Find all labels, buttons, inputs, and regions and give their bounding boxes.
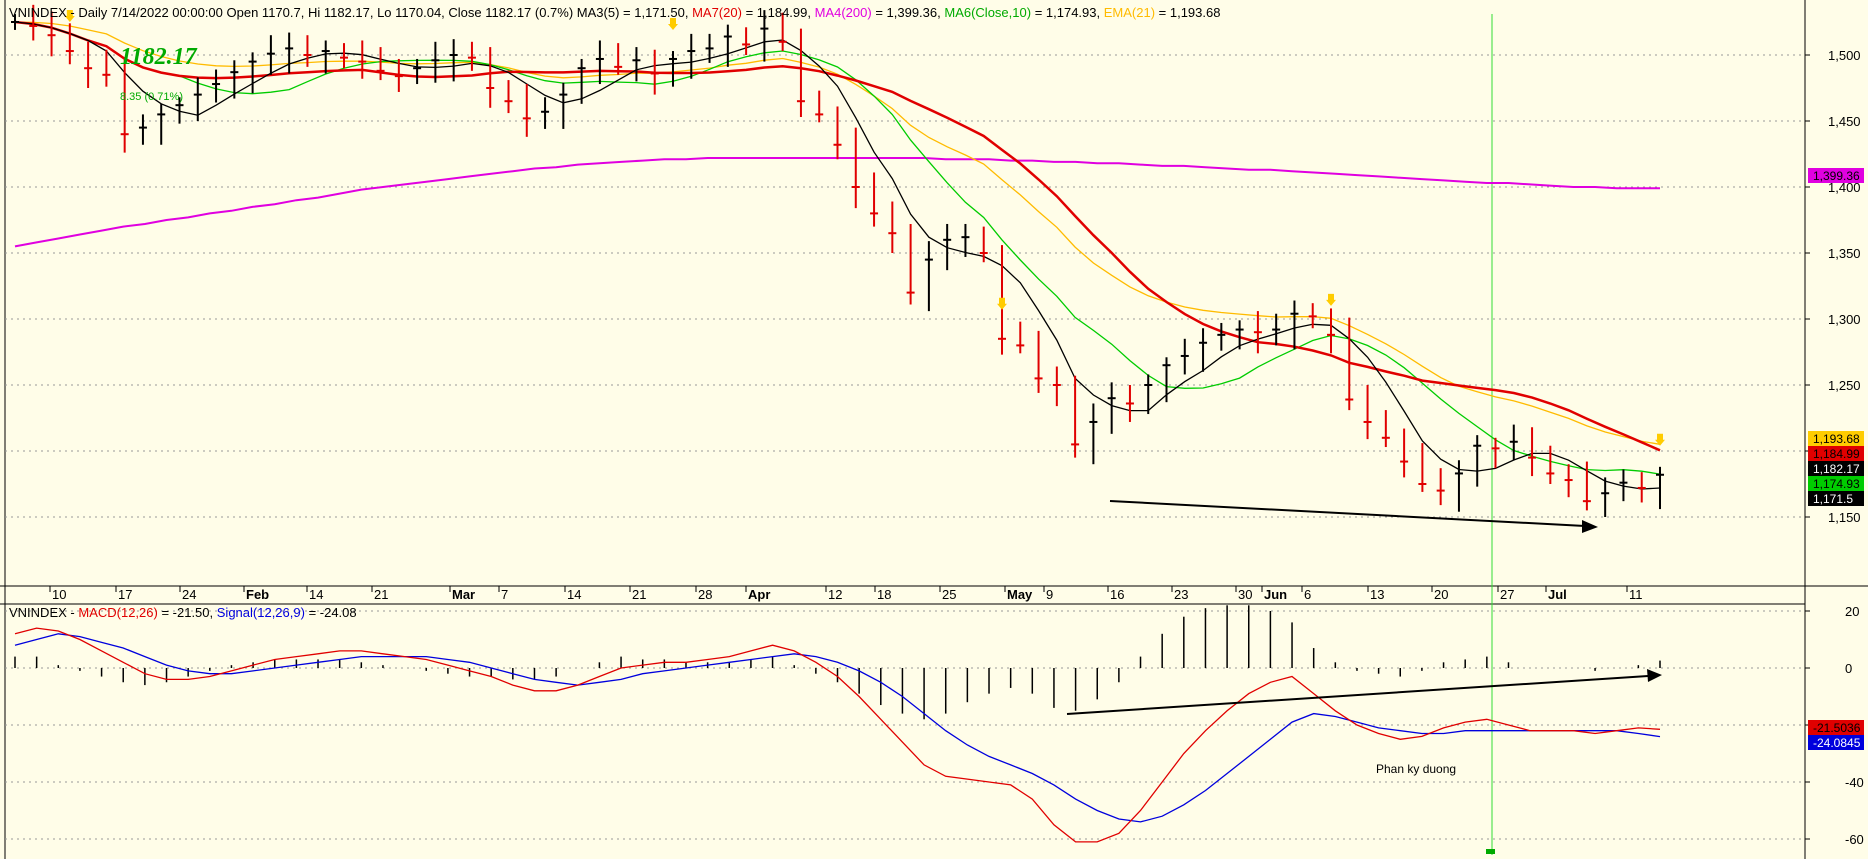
signal-path [14, 633, 1661, 823]
value-tag: -21.5036 [1813, 721, 1861, 735]
ma6-path [14, 21, 1661, 475]
value-tag: 1,399.36 [1813, 169, 1860, 183]
date-axis-tick: 9 [1046, 587, 1053, 602]
date-axis-tick: 6 [1304, 587, 1311, 602]
date-axis-tick: Jul [1548, 587, 1567, 602]
value-tag-bg [1808, 476, 1864, 491]
date-axis-tick: Jun [1264, 587, 1287, 602]
change-label: 8.35 (0.71%) [120, 91, 183, 103]
date-axis-tick: 7 [501, 587, 508, 602]
price-bars [11, 4, 1664, 517]
date-axis-tick: 21 [632, 587, 646, 602]
value-tag-bg [1808, 735, 1864, 750]
date-axis-tick: 16 [1110, 587, 1124, 602]
macd-header: VNINDEX - MACD(12,26) = -21.50, Signal(1… [9, 605, 357, 620]
price-divergence-arrow [1109, 500, 1598, 533]
date-axis-tick: 12 [828, 587, 842, 602]
price-axis-tick: 1,450 [1828, 114, 1861, 129]
value-tag-bg [1808, 720, 1864, 735]
date-axis-tick: 11 [1629, 587, 1643, 602]
vertical-marker-foot [1486, 849, 1495, 854]
price-axis-tick: 1,400 [1828, 180, 1861, 195]
date-axis-tick: 14 [309, 587, 323, 602]
date-axis-tick: Mar [452, 587, 475, 602]
value-tag: 1,171.5 [1813, 492, 1853, 506]
value-tag: 1,182.17 [1813, 462, 1860, 476]
macd-line [14, 627, 1661, 843]
date-axis-tick: 14 [567, 587, 581, 602]
divergence-annotation: Phan ky duong [1376, 762, 1456, 776]
date-axis-tick: Apr [748, 587, 770, 602]
big-price-label: 1182.17 [120, 44, 198, 70]
value-tag: 1,193.68 [1813, 432, 1860, 446]
date-axis-tick: May [1007, 587, 1033, 602]
ma6-line [14, 21, 1661, 475]
macd-histogram [14, 605, 1661, 720]
date-axis-tick: 20 [1434, 587, 1448, 602]
macd-divergence-arrow [1066, 669, 1662, 715]
macd-axis-tick: 0 [1845, 661, 1852, 676]
signal-arrow [1655, 433, 1665, 446]
value-tag-bg [1808, 168, 1864, 183]
date-axis-tick: 17 [118, 587, 132, 602]
macd-axis-tick: 20 [1845, 604, 1859, 619]
price-axis-tick: 1,300 [1828, 312, 1861, 327]
date-axis-tick: 27 [1500, 587, 1514, 602]
signal-arrows [64, 10, 1665, 446]
value-tag-bg [1808, 446, 1864, 461]
signal-arrow [668, 17, 678, 30]
signal-arrow [1326, 293, 1336, 306]
date-axis-tick: 21 [374, 587, 388, 602]
date-axis-tick: 24 [182, 587, 196, 602]
macd-axis-tick: -60 [1845, 832, 1864, 847]
price-axis-tick: 1,250 [1828, 378, 1861, 393]
macd-axis-tick: -40 [1845, 775, 1864, 790]
macd-grid [5, 610, 1805, 840]
date-axis-tick: 10 [52, 587, 66, 602]
price-axis-tick: 1,350 [1828, 246, 1861, 261]
price-axis-tick: 1,150 [1828, 510, 1861, 525]
value-tag: 1,184.99 [1813, 447, 1860, 461]
date-axis-tick: 13 [1370, 587, 1384, 602]
signal-arrow [64, 10, 75, 23]
value-tag-bg [1808, 491, 1864, 506]
date-axis-tick: 25 [942, 587, 956, 602]
price-header: VNINDEX - Daily 7/14/2022 00:00:00 Open … [9, 5, 1220, 20]
date-axis-tick: Feb [246, 587, 269, 602]
value-tag-bg [1808, 431, 1864, 446]
value-tag-bg [1808, 461, 1864, 476]
date-axis-tick: 23 [1174, 587, 1188, 602]
date-axis-tick: 28 [698, 587, 712, 602]
value-tag: 1,174.93 [1813, 477, 1860, 491]
date-axis-tick: 18 [877, 587, 891, 602]
macd-path [14, 627, 1661, 843]
signal-line [14, 633, 1661, 823]
value-tag: -24.0845 [1813, 736, 1861, 750]
signal-arrow [997, 297, 1007, 310]
date-axis: 10 17 24 Feb 14 21 Mar 7 14 21 28 Apr 12 18 25 May 9 16 23… [49, 586, 1643, 602]
price-axis-tick: 1,500 [1828, 48, 1861, 63]
right-value-tags: 1,399.36 1,193.681,184.991,182.171,174.93… [1808, 168, 1864, 750]
date-axis-tick: 30 [1238, 587, 1252, 602]
